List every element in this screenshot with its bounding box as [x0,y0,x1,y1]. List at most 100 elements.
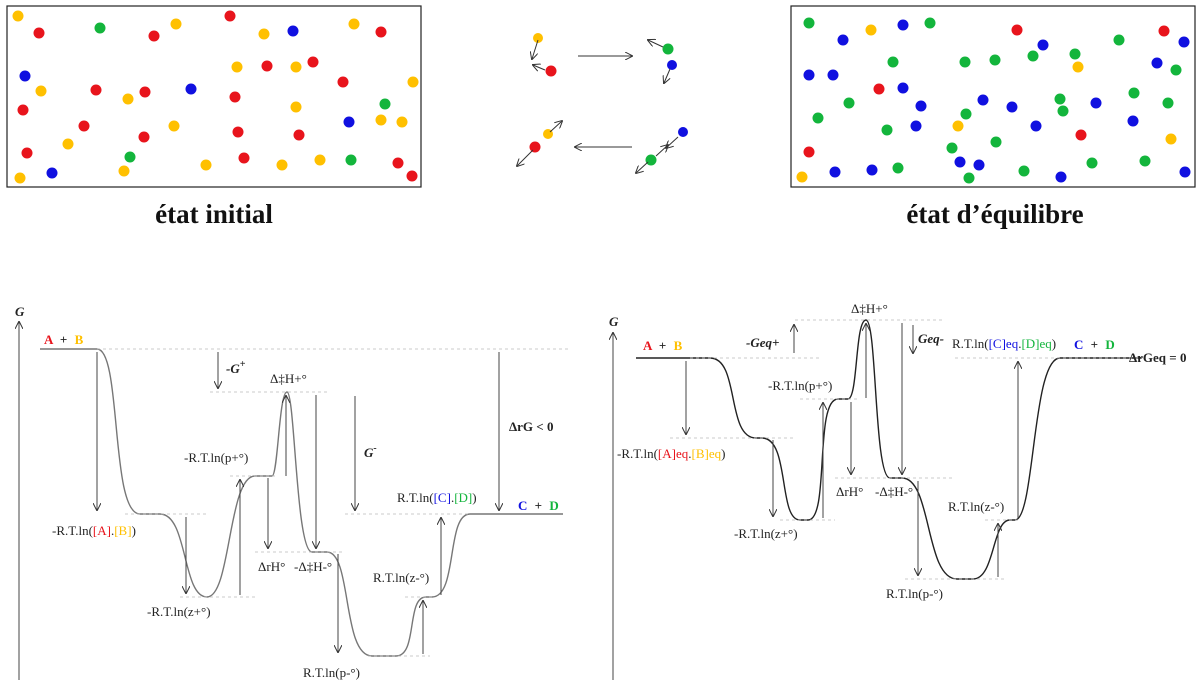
particle-red [873,83,885,95]
particle-yellow [1072,61,1084,73]
svg-text:R.T.ln([C].[D]): R.T.ln([C].[D]) [397,490,477,505]
particle-green [959,56,971,68]
particle-green [1027,50,1039,62]
particle-blue [46,167,58,179]
particle-green [963,172,975,184]
right-reactant-a: A [643,338,653,353]
left-lncd-c: [C] [434,490,451,505]
left-delta-h-top: Δ‡H+° [270,371,307,386]
particle-yellow [952,120,964,132]
right-lnab-a: [A]eq [658,446,689,461]
right-ln-p-minus: R.T.ln(p-°) [886,586,943,601]
particle-green [946,142,958,154]
particle-blue [1151,57,1163,69]
right-ln-z-minus: R.T.ln(z-°) [948,499,1004,514]
particle-red [139,86,151,98]
left-ln-z-plus: -R.T.ln(z+°) [147,604,211,619]
particle-blue [837,34,849,46]
particle-green [881,124,893,136]
particle-yellow [62,138,74,150]
right-plus-cd: + [1091,337,1098,352]
right-lnab-pre: -R.T.ln( [617,446,658,461]
particle-yellow [290,101,302,113]
caption-equilibrium-state: état d’équilibre [906,199,1083,229]
particle-blue [954,156,966,168]
particle-blue [1055,171,1067,183]
right-axis-label: G [609,314,619,329]
svg-text:A + B: A + B [44,332,84,347]
left-reactant-b: B [75,332,84,347]
right-energy-profile: G A + B [609,301,1186,680]
left-delta-h-minus: -Δ‡H-° [294,559,332,574]
particle-blue [973,159,985,171]
particle-green [1128,87,1140,99]
particle-green [843,97,855,109]
particle-blue [1037,39,1049,51]
left-lnab-b: [B] [114,523,131,538]
particle-blue [827,69,839,81]
particle-red [406,170,418,182]
right-g-eq-minus: Geq- [918,331,944,346]
particle-red [229,91,241,103]
reaction-sketch [517,33,688,173]
right-delta-rh: ΔrH° [836,484,863,499]
particle-d-top [667,60,677,70]
particle-blue [1127,115,1139,127]
particle-red [293,129,305,141]
left-profile-curve [40,348,563,657]
particle-blue [897,19,909,31]
left-g-plus: -G [226,361,240,376]
particle-green [1057,105,1069,117]
particle-green [924,17,936,29]
particle-red [261,60,273,72]
particle-yellow [14,172,26,184]
particle-yellow [1165,133,1177,145]
particle-blue [866,164,878,176]
right-ln-p-plus: -R.T.ln(p+°) [768,378,832,393]
particle-red [21,147,33,159]
svg-text:C + D: C + D [518,498,559,513]
left-lnab-pre: -R.T.ln( [52,523,93,538]
particle-blue [829,166,841,178]
particle-green [1054,93,1066,105]
right-lncd-c: [C]eq [989,336,1019,351]
particle-blue [803,69,815,81]
particle-yellow [396,116,408,128]
left-reactant-a: A [44,332,54,347]
svg-text:-R.T.ln([A].[B]): -R.T.ln([A].[B]) [52,523,136,538]
particle-blue [287,25,299,37]
right-lncd-dot: . [1018,336,1021,351]
particle-blue [1179,166,1191,178]
particle-green [1069,48,1081,60]
particle-red [803,146,815,158]
particle-red [224,10,236,22]
particle-red [392,157,404,169]
initial-state-particles [12,10,419,184]
left-ln-z-minus: R.T.ln(z-°) [373,570,429,585]
particle-green [124,151,136,163]
particle-red [148,30,160,42]
particle-red [1075,129,1087,141]
particle-green [1018,165,1030,177]
left-lnab-dot: . [111,523,114,538]
right-profile-curve [636,319,1142,580]
left-lncd-dot: . [451,490,454,505]
particle-yellow [796,171,808,183]
particle-c-top [662,43,674,55]
right-delta-h-top: Δ‡H+° [851,301,888,316]
left-delta-rh: ΔrH° [258,559,285,574]
particle-yellow [407,76,419,88]
particle-red [78,120,90,132]
particle-yellow [290,61,302,73]
particle-c-bottom [645,154,657,166]
right-delta-h-minus: -Δ‡H-° [875,484,913,499]
particle-red [375,26,387,38]
particle-yellow [200,159,212,171]
particle-red [17,104,29,116]
particle-blue [1030,120,1042,132]
particle-green [1113,34,1125,46]
particle-yellow [168,120,180,132]
left-lncd-d: [D] [454,490,472,505]
right-lnab-post: ) [721,446,725,461]
